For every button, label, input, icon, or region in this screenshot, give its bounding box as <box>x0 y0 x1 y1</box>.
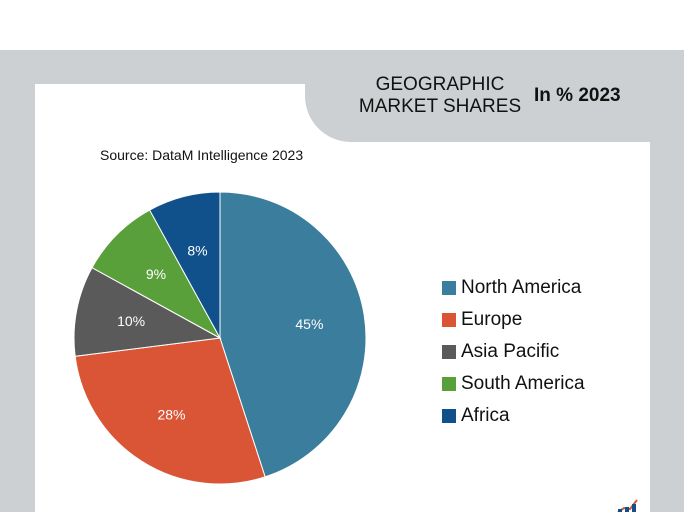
slice-label-africa: 8% <box>187 242 207 258</box>
slice-label-asia-pacific: 10% <box>117 313 145 329</box>
legend-swatch <box>442 409 456 423</box>
pie-slice-north-america <box>219 191 367 478</box>
legend-label: South America <box>461 373 585 394</box>
chart-title-line2: MARKET SHARES <box>358 96 522 117</box>
slice-label-europe: 28% <box>157 406 185 422</box>
pie-slice-asia-pacific <box>73 266 222 357</box>
legend-label: Europe <box>461 309 523 330</box>
legend-item-europe: Europe <box>442 304 585 336</box>
legend-swatch <box>442 345 456 359</box>
legend-swatch <box>442 313 456 327</box>
legend-label: Asia Pacific <box>461 341 560 362</box>
slice-label-south-america: 9% <box>146 266 166 282</box>
chart-title: GEOGRAPHIC MARKET SHARES <box>340 74 540 118</box>
legend: North America Europe Asia Pacific South Ame… <box>442 272 585 432</box>
legend-item-africa: Africa <box>442 400 585 432</box>
logo-icon <box>617 499 638 512</box>
legend-item-north-america: North America <box>442 272 585 304</box>
pie-chart: 45% 28% 10% 9% 8% <box>73 191 367 485</box>
pie-slice-africa <box>148 191 221 339</box>
legend-swatch <box>442 377 456 391</box>
source-note: Source: DataM Intelligence 2023 <box>100 147 304 163</box>
chart-subtitle: In % 2023 <box>534 85 621 106</box>
legend-item-south-america: South America <box>442 368 585 400</box>
title-tab <box>305 50 684 142</box>
slice-label-north-america: 45% <box>295 316 323 332</box>
legend-label: North America <box>461 277 582 298</box>
chart-title-line1: GEOGRAPHIC <box>375 74 505 95</box>
legend-label: Africa <box>461 405 510 426</box>
legend-item-asia-pacific: Asia Pacific <box>442 336 585 368</box>
pie-slice-europe <box>74 337 266 485</box>
pie-slice-south-america <box>91 209 222 340</box>
legend-swatch <box>442 281 456 295</box>
